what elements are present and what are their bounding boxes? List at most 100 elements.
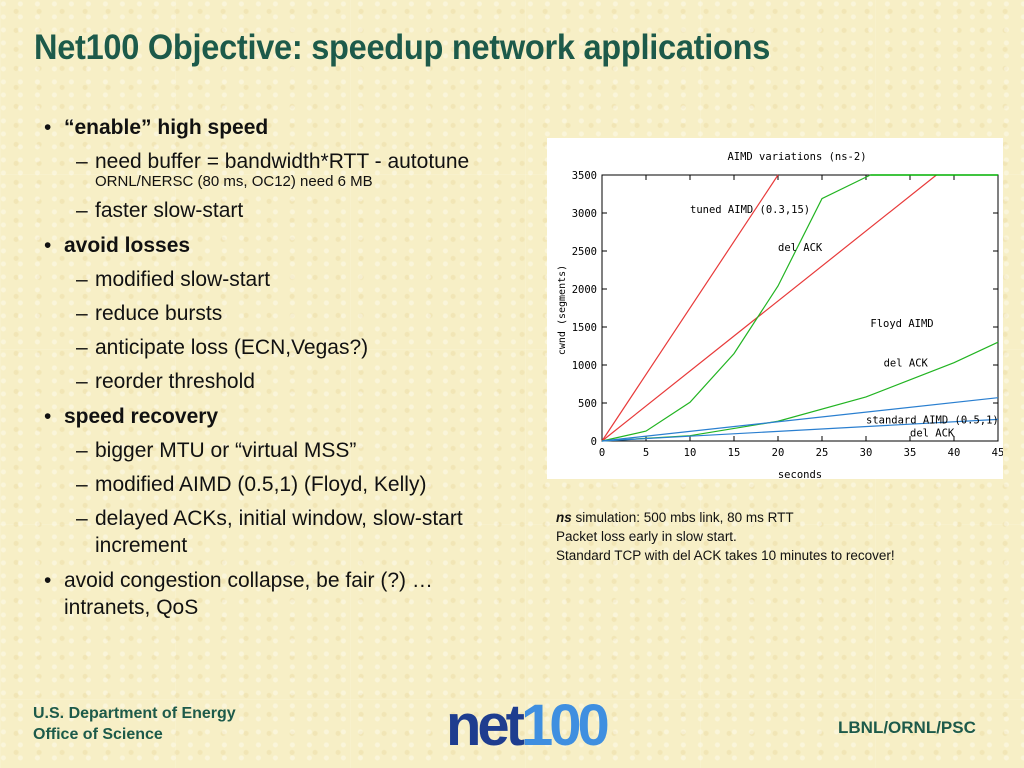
footer-partners: LBNL/ORNL/PSC — [838, 718, 976, 737]
bullet-marker: • — [44, 116, 52, 139]
series-lines — [601, 174, 999, 442]
sub-bullet-text: reorder threshold — [95, 370, 255, 393]
series-annotation: del ACK — [884, 358, 929, 370]
sub-bullet-marker: – — [76, 302, 88, 325]
series-annotation: del ACK — [778, 242, 823, 254]
y-tick-label: 2000 — [572, 284, 597, 296]
sub-bullet-marker: – — [76, 370, 88, 393]
bullet-marker: • — [44, 234, 52, 257]
bullet-marker: • — [44, 405, 52, 428]
chart-svg: AIMD variations (ns-2) cwnd (segments) s… — [557, 151, 1003, 479]
x-tick-label: 5 — [643, 447, 649, 459]
x-tick-label: 45 — [992, 447, 1003, 459]
sub-bullet-note: ORNL/NERSC (80 ms, OC12) need 6 MB — [95, 173, 373, 190]
x-tick-label: 0 — [599, 447, 605, 459]
sub-bullet-text: reduce bursts — [95, 302, 223, 325]
y-tick-label: 1500 — [572, 322, 597, 334]
sub-bullet-item: – reduce bursts — [76, 300, 514, 327]
bullet-text: “enable” high speed — [64, 116, 269, 139]
series-annotation: tuned AIMD (0.3,15) — [690, 204, 810, 216]
plot-frame — [601, 174, 999, 442]
series-annotation: del ACK — [910, 427, 955, 439]
sub-bullet-item: – anticipate loss (ECN,Vegas?) — [76, 334, 514, 361]
y-tick-label: 3000 — [572, 208, 597, 220]
x-tick-label: 35 — [904, 447, 917, 459]
y-tick-label: 500 — [578, 398, 597, 410]
sub-bullet-item: – need buffer = bandwidth*RTT - autotune… — [76, 148, 514, 190]
sub-bullet-list: – modified slow-start – reduce bursts – … — [76, 266, 514, 395]
x-tick-label: 10 — [684, 447, 697, 459]
series-annotation: Floyd AIMD — [870, 318, 933, 330]
sub-bullet-item: – bigger MTU or “virtual MSS” — [76, 437, 514, 464]
sub-bullet-marker: – — [76, 336, 88, 359]
bullet-group: • “enable” high speed – need buffer = ba… — [44, 114, 514, 224]
annotations: tuned AIMD (0.3,15) del ACK Floyd AIMD del … — [690, 204, 999, 439]
footer-org-line-2: Office of Science — [33, 726, 163, 743]
sub-bullet-list: – need buffer = bandwidth*RTT - autotune… — [76, 148, 514, 224]
axis-ticks: 0 5 10 15 20 25 30 35 40 45 0 500 1000 1500 2000 2500 30… — [572, 170, 1003, 459]
y-tick-label: 3500 — [572, 170, 597, 182]
bullet-group: • avoid losses – modified slow-start – r… — [44, 232, 514, 395]
chart-title: AIMD variations (ns-2) — [727, 151, 866, 163]
sub-bullet-list: – bigger MTU or “virtual MSS” – modified… — [76, 437, 514, 559]
sub-bullet-marker: – — [76, 507, 88, 530]
sub-bullet-text: modified AIMD (0.5,1) (Floyd, Kelly) — [95, 473, 427, 496]
series-line-green — [601, 174, 871, 442]
x-tick-label: 15 — [728, 447, 741, 459]
x-axis-label: seconds — [778, 469, 822, 479]
series-line-red — [601, 174, 779, 442]
bullet-list: • “enable” high speed – need buffer = ba… — [44, 114, 514, 628]
series-line-blue — [601, 418, 999, 442]
footer-organization: U.S. Department of Energy Office of Scie… — [33, 703, 236, 745]
aimd-chart: AIMD variations (ns-2) cwnd (segments) s… — [547, 138, 1003, 479]
footer-org-line-1: U.S. Department of Energy — [33, 705, 236, 722]
bullet-item: • avoid losses — [44, 232, 514, 259]
sub-bullet-text: bigger MTU or “virtual MSS” — [95, 439, 357, 462]
sub-bullet-text: modified slow-start — [95, 268, 271, 291]
sub-bullet-item: – reorder threshold — [76, 368, 514, 395]
sub-bullet-item: – modified AIMD (0.5,1) (Floyd, Kelly) — [76, 471, 514, 498]
sub-bullet-marker: – — [76, 473, 88, 496]
bullet-item: • speed recovery — [44, 403, 514, 430]
y-tick-label: 2500 — [572, 246, 597, 258]
caption-line-2: Packet loss early in slow start. — [556, 529, 737, 544]
y-tick-label: 0 — [591, 436, 597, 448]
caption-line-1: ns simulation: 500 mbs link, 80 ms RTT — [556, 508, 956, 527]
bullet-text: avoid congestion collapse, be fair (?) …… — [64, 569, 433, 619]
bullet-text: speed recovery — [64, 405, 219, 428]
sub-bullet-item: – delayed ACKs, initial window, slow-sta… — [76, 505, 514, 559]
sub-bullet-marker: – — [76, 150, 88, 173]
bullet-item: • “enable” high speed — [44, 114, 514, 141]
bullet-group: • speed recovery – bigger MTU or “virtua… — [44, 403, 514, 559]
sub-bullet-marker: – — [76, 439, 88, 462]
series-line-blue — [601, 397, 999, 442]
y-axis-label: cwnd (segments) — [557, 265, 568, 355]
caption-emphasis: ns — [556, 510, 572, 525]
series-annotation: standard AIMD (0.5,1) — [866, 415, 999, 427]
slide-title: Net100 Objective: speedup network applic… — [34, 28, 771, 67]
sub-bullet-text: need buffer = bandwidth*RTT - autotune — [95, 150, 470, 173]
sub-bullet-text: anticipate loss (ECN,Vegas?) — [95, 336, 369, 359]
bullet-group: • avoid congestion collapse, be fair (?)… — [44, 567, 514, 621]
caption-text-1: simulation: 500 mbs link, 80 ms RTT — [571, 510, 794, 525]
x-tick-label: 40 — [948, 447, 961, 459]
bullet-text: avoid losses — [64, 234, 191, 257]
chart-caption: ns simulation: 500 mbs link, 80 ms RTT P… — [556, 508, 956, 565]
logo-net: net — [446, 693, 525, 758]
sub-bullet-item: – modified slow-start — [76, 266, 514, 293]
bullet-marker: • — [44, 569, 52, 592]
bullet-item: • avoid congestion collapse, be fair (?)… — [44, 567, 514, 621]
sub-bullet-marker: – — [76, 268, 88, 291]
net100-logo: net100 — [446, 693, 610, 758]
caption-line-3: Standard TCP with del ACK takes 10 minut… — [556, 548, 895, 563]
sub-bullet-marker: – — [76, 199, 88, 222]
sub-bullet-text: faster slow-start — [95, 199, 244, 222]
sub-bullet-item: – faster slow-start — [76, 197, 514, 224]
x-tick-label: 25 — [816, 447, 829, 459]
y-tick-label: 1000 — [572, 360, 597, 372]
sub-bullet-text: delayed ACKs, initial window, slow-start… — [95, 507, 463, 557]
logo-100: 100 — [521, 693, 610, 758]
x-tick-label: 30 — [860, 447, 873, 459]
x-tick-label: 20 — [772, 447, 785, 459]
series-line-red — [601, 174, 937, 442]
